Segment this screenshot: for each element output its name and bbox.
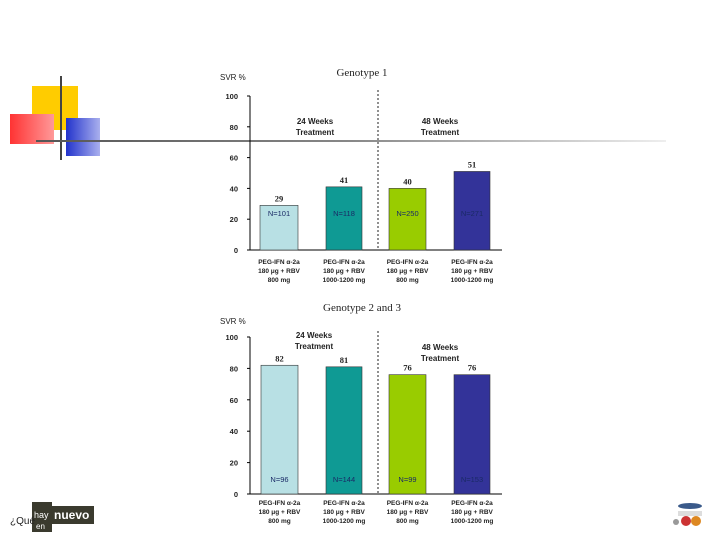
bar-n-label: N=118 bbox=[333, 209, 355, 218]
bar-value-label: 82 bbox=[275, 353, 284, 363]
bar-value-label: 29 bbox=[275, 193, 284, 203]
x-category-label: 800 mg bbox=[268, 277, 290, 284]
group-label: Treatment bbox=[295, 342, 334, 351]
y-tick-label: 20 bbox=[230, 459, 238, 468]
x-category-label: PEG-IFN α-2a bbox=[387, 259, 429, 266]
bar bbox=[325, 366, 363, 495]
bar-n-label: N=99 bbox=[398, 475, 416, 484]
x-category-label: PEG-IFN α-2a bbox=[323, 259, 365, 266]
bar bbox=[453, 171, 491, 251]
x-category-label: 800 mg bbox=[396, 518, 418, 525]
x-category-label: 800 mg bbox=[396, 277, 418, 284]
bar-n-label: N=101 bbox=[268, 209, 290, 218]
y-tick-label: 60 bbox=[230, 154, 238, 163]
y-tick-label: 100 bbox=[225, 92, 238, 101]
que-hay-en-nuevo-logo: ¿Qué hay nuevo en bbox=[10, 502, 94, 532]
group-label: 48 Weeks bbox=[422, 343, 459, 352]
bar-value-label: 40 bbox=[403, 176, 412, 186]
bar bbox=[453, 374, 491, 495]
bar-n-label: N=144 bbox=[333, 475, 355, 484]
y-tick-label: 80 bbox=[230, 364, 238, 373]
group-label: Treatment bbox=[421, 128, 460, 137]
bar bbox=[388, 374, 427, 495]
x-category-label: 180 μg + RBV bbox=[259, 509, 301, 516]
bar-value-label: 76 bbox=[403, 363, 412, 373]
bar bbox=[325, 186, 363, 251]
group-label: 48 Weeks bbox=[422, 117, 459, 126]
bar-n-label: N=250 bbox=[396, 209, 418, 218]
logo-word-en: en bbox=[36, 522, 45, 531]
x-category-label: 180 μg + RBV bbox=[258, 268, 300, 275]
bar-n-label: N=153 bbox=[461, 475, 483, 484]
group-label: Treatment bbox=[421, 354, 460, 363]
bar bbox=[388, 188, 427, 251]
red-square bbox=[10, 114, 54, 144]
logo-word-que: ¿Qué bbox=[10, 516, 36, 527]
x-category-label: PEG-IFN α-2a bbox=[451, 500, 493, 507]
y-axis-label: SVR % bbox=[220, 317, 246, 326]
bar-value-label: 51 bbox=[468, 159, 477, 169]
bar bbox=[259, 205, 299, 251]
x-category-label: PEG-IFN α-2a bbox=[259, 500, 301, 507]
x-category-label: PEG-IFN α-2a bbox=[323, 500, 365, 507]
x-category-label: 1000-1200 mg bbox=[451, 518, 494, 525]
vertical-rule bbox=[60, 76, 62, 160]
bar-value-label: 76 bbox=[468, 363, 477, 373]
chart-title: Genotype 1 bbox=[336, 67, 387, 79]
x-category-label: 1000-1200 mg bbox=[323, 518, 366, 525]
logo-word-hay: hay bbox=[34, 510, 49, 520]
y-tick-label: 0 bbox=[234, 490, 238, 499]
y-tick-label: 20 bbox=[230, 215, 238, 224]
horizontal-rule bbox=[36, 140, 666, 142]
y-axis-label: SVR % bbox=[220, 73, 246, 82]
x-category-label: 1000-1200 mg bbox=[323, 277, 366, 284]
bar-value-label: 81 bbox=[340, 355, 349, 365]
chart-title: Genotype 2 and 3 bbox=[323, 302, 401, 314]
x-category-label: 180 μg + RBV bbox=[387, 509, 429, 516]
group-label: Treatment bbox=[296, 128, 335, 137]
bar-n-label: N=96 bbox=[270, 475, 288, 484]
bar-n-label: N=271 bbox=[461, 209, 483, 218]
society-emblem-icon bbox=[673, 503, 702, 526]
x-category-label: 1000-1200 mg bbox=[451, 277, 494, 284]
group-label: 24 Weeks bbox=[297, 117, 334, 126]
x-category-label: 180 μg + RBV bbox=[451, 509, 493, 516]
y-tick-label: 40 bbox=[230, 184, 238, 193]
bar-value-label: 41 bbox=[340, 175, 349, 185]
x-category-label: PEG-IFN α-2a bbox=[258, 259, 300, 266]
group-label: 24 Weeks bbox=[296, 331, 333, 340]
y-tick-label: 80 bbox=[230, 123, 238, 132]
x-category-label: 180 μg + RBV bbox=[323, 268, 365, 275]
bar bbox=[260, 364, 299, 495]
y-tick-label: 0 bbox=[234, 246, 238, 255]
x-category-label: 180 μg + RBV bbox=[323, 509, 365, 516]
y-tick-label: 100 bbox=[225, 333, 238, 342]
x-category-label: 180 μg + RBV bbox=[387, 268, 429, 275]
blue-square bbox=[66, 118, 100, 156]
logo-word-nuevo: nuevo bbox=[54, 508, 90, 522]
x-category-label: PEG-IFN α-2a bbox=[387, 500, 429, 507]
y-tick-label: 60 bbox=[230, 396, 238, 405]
x-category-label: 180 μg + RBV bbox=[451, 268, 493, 275]
x-category-label: PEG-IFN α-2a bbox=[451, 259, 493, 266]
x-category-label: 800 mg bbox=[268, 518, 290, 525]
y-tick-label: 40 bbox=[230, 427, 238, 436]
